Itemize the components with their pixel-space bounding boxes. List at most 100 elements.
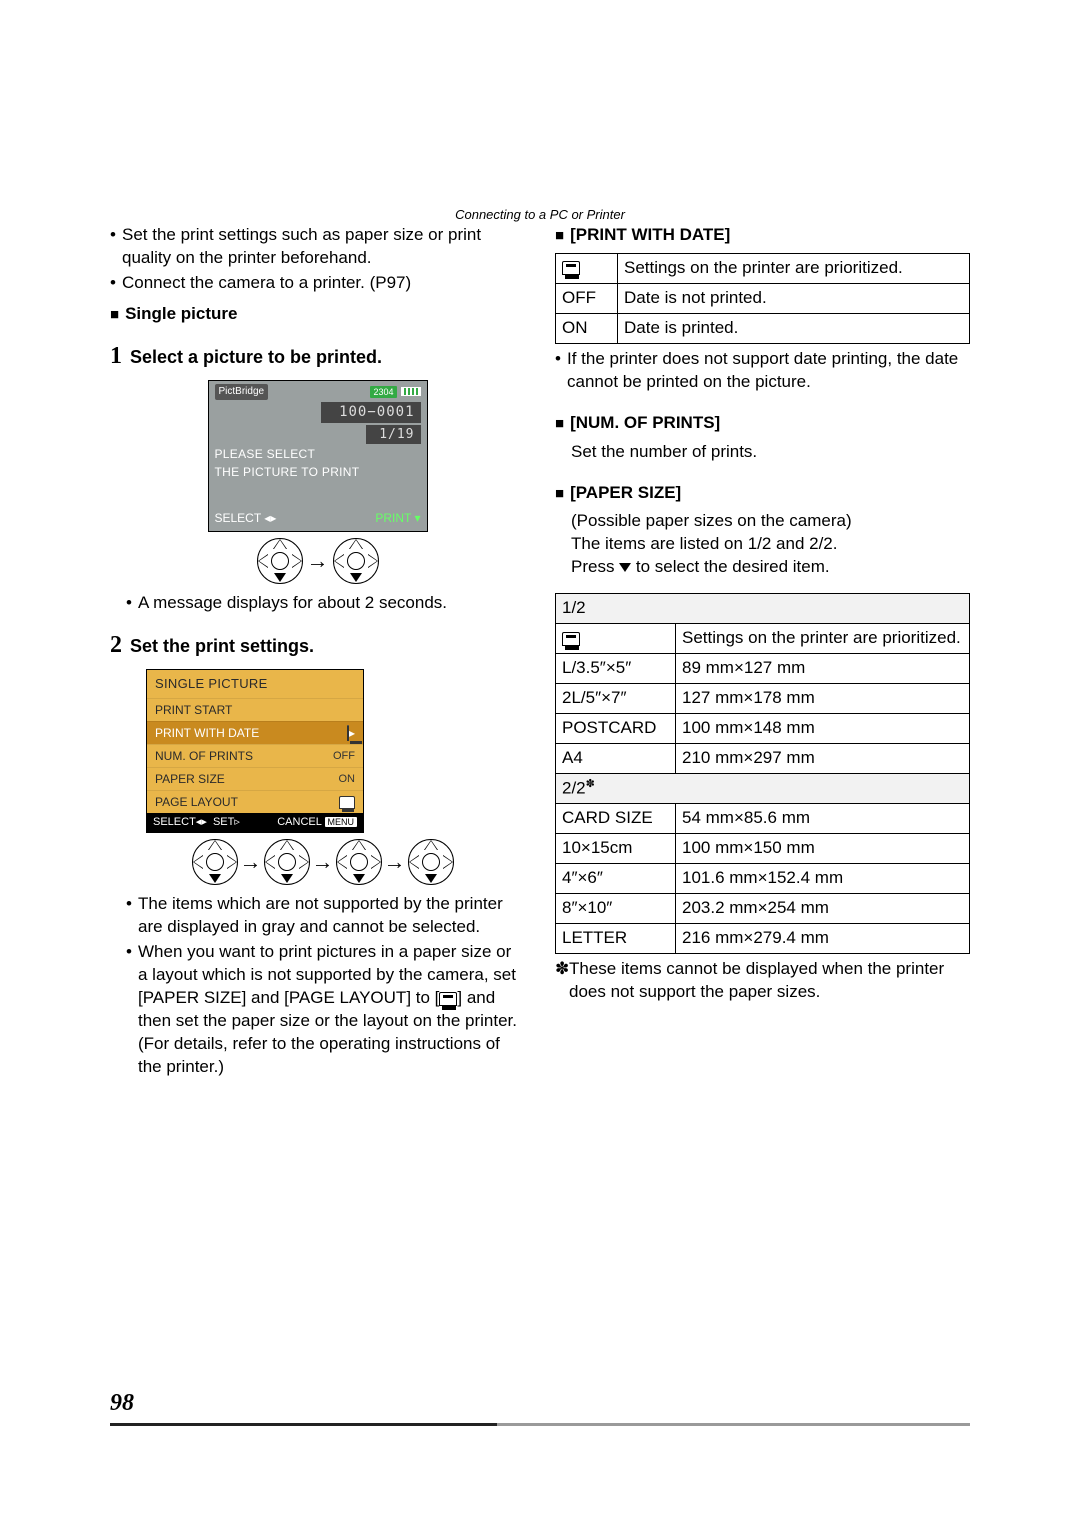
body-text: (Possible paper sizes on the camera) <box>555 510 970 533</box>
dpad-icon <box>192 839 238 885</box>
table-paper-size: 1/2 Settings on the printer are prioriti… <box>555 593 970 954</box>
header-note: Connecting to a PC or Printer <box>0 206 1080 224</box>
cell: POSTCARD <box>556 714 676 744</box>
bullet: •Set the print settings such as paper si… <box>110 224 525 270</box>
bullet-text: Set the print settings such as paper siz… <box>122 224 525 270</box>
bullet: •The items which are not supported by th… <box>110 893 525 939</box>
cell: 100 mm×148 mm <box>676 714 970 744</box>
bullet-text: When you want to print pictures in a pap… <box>138 941 525 1079</box>
footnote-text: These items cannot be displayed when the… <box>569 958 970 1004</box>
lcd-pictbridge: PictBridge 2304 100−0001 1/19 PLEASE SEL… <box>208 380 428 532</box>
step-text: Select a picture to be printed. <box>130 345 382 369</box>
heading-text: [PAPER SIZE] <box>570 482 681 505</box>
arrow-right-icon: → <box>307 546 329 576</box>
res-badge: 2304 <box>370 386 396 398</box>
dpad-icon <box>336 839 382 885</box>
page-number: 98 <box>110 1387 970 1419</box>
printer-icon <box>339 796 355 809</box>
step-text: Set the print settings. <box>130 634 314 658</box>
dpad-sequence: → <box>110 538 525 584</box>
body-text: The items are listed on 1/2 and 2/2. <box>555 533 970 556</box>
dpad-icon <box>257 538 303 584</box>
cell: Date is printed. <box>618 313 970 343</box>
printer-icon <box>347 725 349 741</box>
quality-icon <box>401 387 421 396</box>
cell: Date is not printed. <box>618 283 970 313</box>
page-footer: 98 <box>110 1387 970 1426</box>
printer-icon <box>439 992 457 1006</box>
lcd2-item: NUM. OF PRINTSOFF <box>147 744 363 767</box>
table-print-with-date: Settings on the printer are prioritized.… <box>555 253 970 344</box>
image-id: 100−0001 <box>321 402 421 423</box>
bullet: •A message displays for about 2 seconds. <box>110 592 525 615</box>
lcd-msg2: THE PICTURE TO PRINT <box>209 462 427 480</box>
cell: ON <box>556 313 618 343</box>
bullet: •Connect the camera to a printer. (P97) <box>110 272 525 295</box>
cell: 101.6 mm×152.4 mm <box>676 864 970 894</box>
heading-paper-size: ■[PAPER SIZE] <box>555 482 970 505</box>
cell: 203.2 mm×254 mm <box>676 894 970 924</box>
down-arrow-icon <box>619 563 631 572</box>
cell: 127 mm×178 mm <box>676 684 970 714</box>
left-column: •Set the print settings such as paper si… <box>110 224 525 1081</box>
heading-text: [PRINT WITH DATE] <box>570 224 730 247</box>
lcd-print: PRINT <box>375 511 411 525</box>
footnote: ✽These items cannot be displayed when th… <box>555 958 970 1004</box>
arrow-right-icon: → <box>312 847 334 877</box>
lcd2-item: PAGE LAYOUT <box>147 790 363 813</box>
lcd-select: SELECT <box>215 511 261 525</box>
cell: 10×15cm <box>556 834 676 864</box>
cell: L/3.5″×5″ <box>556 654 676 684</box>
dpad-icon <box>333 538 379 584</box>
cell: 2L/5″×7″ <box>556 684 676 714</box>
arrow-right-icon: → <box>240 847 262 877</box>
lcd-settings: SINGLE PICTURE PRINT START PRINT WITH DA… <box>146 669 364 833</box>
cell: 54 mm×85.6 mm <box>676 804 970 834</box>
pictbridge-badge: PictBridge <box>215 384 269 400</box>
printer-icon <box>562 261 580 275</box>
lcd-msg1: PLEASE SELECT <box>209 444 427 462</box>
bullet-text: If the printer does not support date pri… <box>567 348 970 394</box>
lcd2-bottom-bar: SELECT◂▸ SET▹CANCEL MENU <box>147 813 363 832</box>
heading-text: [NUM. OF PRINTS] <box>570 412 720 435</box>
bullet: •When you want to print pictures in a pa… <box>110 941 525 1079</box>
step-1: 1Select a picture to be printed. <box>110 340 525 372</box>
lcd2-item-selected: PRINT WITH DATE ▸ <box>147 721 363 744</box>
printer-icon <box>562 632 580 646</box>
dpad-icon <box>408 839 454 885</box>
bullet-text: A message displays for about 2 seconds. <box>138 592 525 615</box>
cell: 100 mm×150 mm <box>676 834 970 864</box>
cell: Settings on the printer are prioritized. <box>676 624 970 654</box>
heading-text: Single picture <box>125 303 237 326</box>
table-header: 2/2✽ <box>556 773 970 804</box>
cell: 8″×10″ <box>556 894 676 924</box>
heading-print-with-date: ■[PRINT WITH DATE] <box>555 224 970 247</box>
heading-num-of-prints: ■[NUM. OF PRINTS] <box>555 412 970 435</box>
body-text: Press to select the desired item. <box>555 556 970 579</box>
image-index: 1/19 <box>366 425 421 445</box>
cell: LETTER <box>556 924 676 954</box>
dpad-sequence-4: → → → <box>120 839 525 885</box>
bullet: •If the printer does not support date pr… <box>555 348 970 394</box>
cell: 210 mm×297 mm <box>676 743 970 773</box>
table-header: 1/2 <box>556 594 970 624</box>
heading-single-picture: ■Single picture <box>110 303 525 326</box>
dpad-icon <box>264 839 310 885</box>
cell: CARD SIZE <box>556 804 676 834</box>
cell: 89 mm×127 mm <box>676 654 970 684</box>
lcd2-title: SINGLE PICTURE <box>147 670 363 698</box>
bullet-text: Connect the camera to a printer. (P97) <box>122 272 525 295</box>
arrow-right-icon: → <box>384 847 406 877</box>
right-column: ■[PRINT WITH DATE] Settings on the print… <box>555 224 970 1081</box>
cell: 216 mm×279.4 mm <box>676 924 970 954</box>
cell: A4 <box>556 743 676 773</box>
step-2: 2Set the print settings. <box>110 629 525 661</box>
cell: OFF <box>556 283 618 313</box>
cell: 4″×6″ <box>556 864 676 894</box>
body-text: Set the number of prints. <box>555 441 970 464</box>
footer-rule <box>110 1423 970 1426</box>
bullet-text: The items which are not supported by the… <box>138 893 525 939</box>
lcd2-item: PAPER SIZEON <box>147 767 363 790</box>
lcd2-item: PRINT START <box>147 698 363 721</box>
cell: Settings on the printer are prioritized. <box>618 253 970 283</box>
